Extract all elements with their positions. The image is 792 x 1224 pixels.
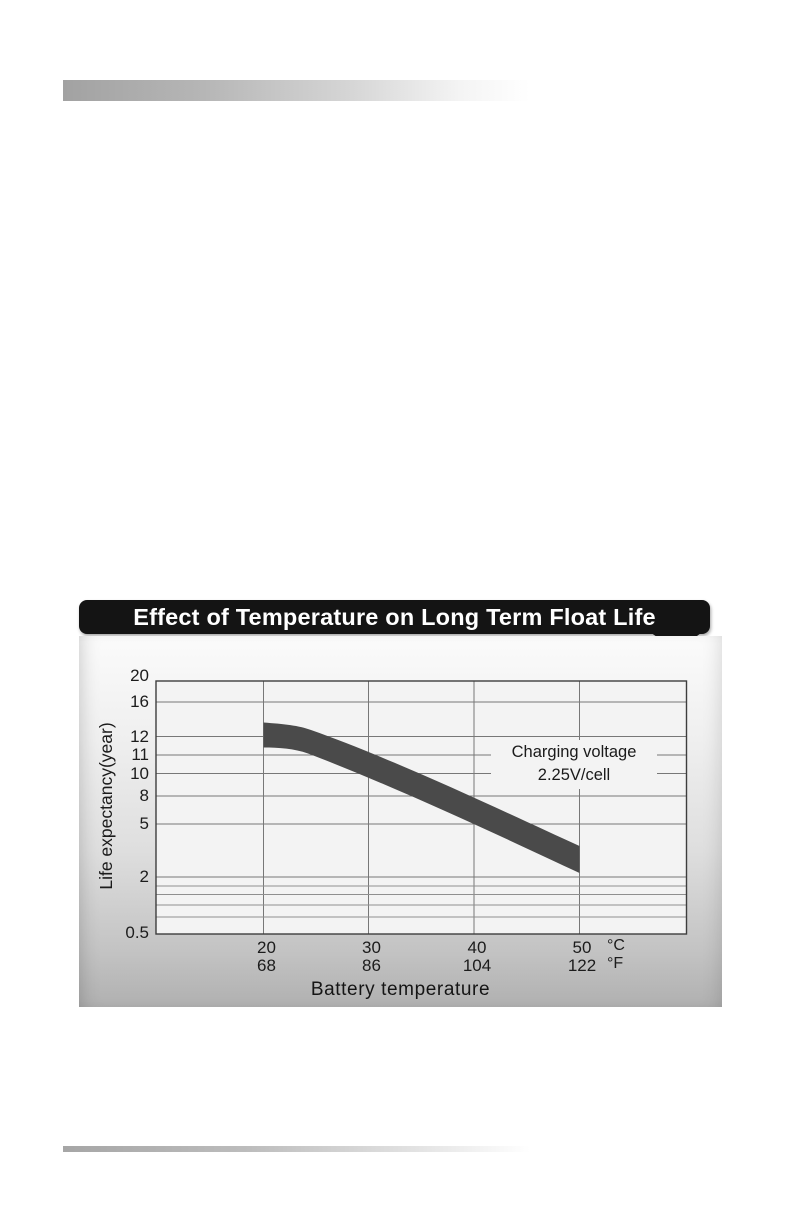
x-unit-fahrenheit: °F — [607, 955, 624, 972]
annotation-line1: Charging voltage — [511, 743, 637, 761]
x-tick-c-30: 30 — [362, 938, 381, 957]
chart-title: Effect of Temperature on Long Term Float… — [133, 604, 656, 630]
x-tick-c-50: 50 — [572, 938, 592, 957]
y-tick-11: 11 — [131, 745, 149, 764]
charging-voltage-annotation: Charging voltage 2.25V/cell — [491, 740, 657, 789]
y-tick-10: 10 — [130, 763, 149, 783]
chart-panel: 20 16 12 11 10 8 5 2 0.5 Life expectancy… — [79, 636, 722, 1007]
float-life-chart: Effect of Temperature on Long Term Float… — [79, 600, 722, 1010]
y-tick-16: 16 — [130, 692, 149, 711]
x-tick-c-20: 20 — [257, 938, 276, 957]
top-gradient-divider — [63, 80, 530, 101]
x-axis-title: Battery temperature — [310, 979, 491, 1000]
chart-title-banner: Effect of Temperature on Long Term Float… — [79, 600, 710, 634]
x-unit-celsius: °C — [607, 937, 625, 954]
y-tick-8: 8 — [139, 786, 149, 805]
y-axis-title: Life expectancy(year) — [96, 722, 116, 890]
annotation-line2: 2.25V/cell — [537, 766, 611, 784]
life-expectancy-band — [263, 722, 580, 873]
y-tick-2: 2 — [139, 867, 149, 886]
y-tick-12: 12 — [130, 726, 149, 746]
y-tick-20: 20 — [130, 666, 149, 685]
y-tick-5: 5 — [139, 814, 149, 833]
x-tick-f-104: 104 — [462, 956, 492, 975]
bottom-gradient-divider — [63, 1146, 530, 1152]
x-tick-f-122: 122 — [567, 956, 597, 975]
plot-grid-and-band — [155, 680, 688, 935]
y-tick-0_5: 0.5 — [125, 923, 149, 942]
x-tick-c-40: 40 — [467, 938, 487, 957]
x-tick-f-68: 68 — [257, 956, 276, 975]
x-tick-f-86: 86 — [362, 956, 381, 975]
